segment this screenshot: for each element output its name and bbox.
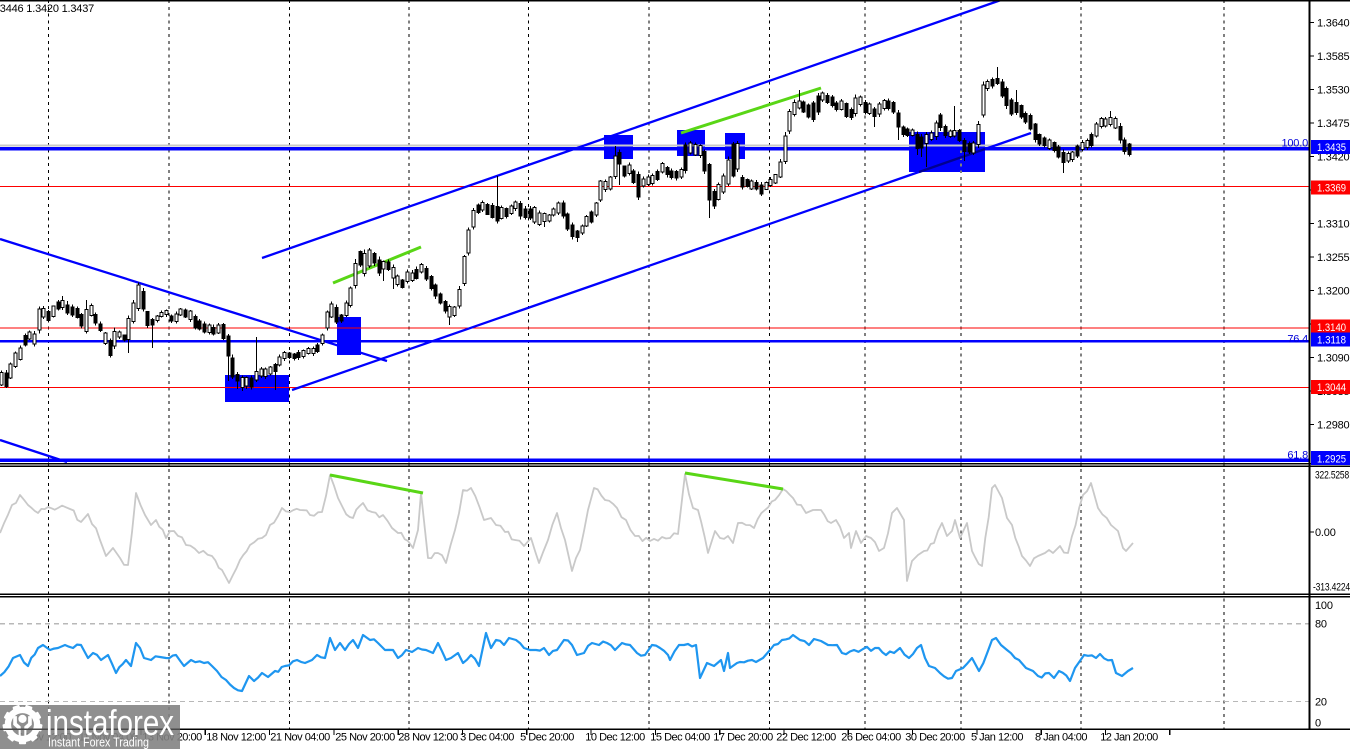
svg-text:0: 0 xyxy=(1315,717,1321,729)
svg-text:1.3420: 1.3420 xyxy=(1317,152,1350,164)
svg-text:1.3435: 1.3435 xyxy=(1317,142,1346,154)
svg-text:322.5258: 322.5258 xyxy=(1315,470,1349,482)
svg-text:28 Nov 12:00: 28 Nov 12:00 xyxy=(398,732,458,744)
svg-text:1.3640: 1.3640 xyxy=(1317,18,1350,30)
svg-text:instaforex: instaforex xyxy=(46,702,174,743)
svg-text:-313.4224: -313.4224 xyxy=(1313,582,1350,594)
svg-text:1.3475: 1.3475 xyxy=(1317,118,1350,130)
svg-text:1.3369: 1.3369 xyxy=(1317,183,1346,195)
svg-text:1.3044: 1.3044 xyxy=(1317,382,1346,394)
svg-text:15 Dec 04:00: 15 Dec 04:00 xyxy=(650,732,710,744)
svg-text:100.0: 100.0 xyxy=(1281,138,1308,150)
svg-text:25 Nov 20:00: 25 Nov 20:00 xyxy=(335,732,395,744)
svg-text:18 Nov 12:00: 18 Nov 12:00 xyxy=(206,732,266,744)
svg-text:30 Dec 20:00: 30 Dec 20:00 xyxy=(905,732,965,744)
svg-text:1.3530: 1.3530 xyxy=(1317,85,1350,97)
svg-text:10 Dec 12:00: 10 Dec 12:00 xyxy=(585,732,645,744)
svg-text:1.3090: 1.3090 xyxy=(1317,353,1350,365)
svg-text:Instant Forex Trading: Instant Forex Trading xyxy=(48,736,149,750)
svg-text:1.3310: 1.3310 xyxy=(1317,219,1350,231)
svg-text:20: 20 xyxy=(1315,697,1327,709)
svg-text:5 Jan 12:00: 5 Jan 12:00 xyxy=(971,732,1023,744)
svg-text:1.3255: 1.3255 xyxy=(1317,252,1350,264)
svg-text:0.00: 0.00 xyxy=(1315,527,1336,539)
svg-text:26 Dec 04:00: 26 Dec 04:00 xyxy=(841,732,901,744)
svg-text:17 Dec 20:00: 17 Dec 20:00 xyxy=(713,732,773,744)
svg-text:100: 100 xyxy=(1315,600,1333,612)
svg-text:1.3446 1.3420 1.3437: 1.3446 1.3420 1.3437 xyxy=(0,3,94,15)
svg-text:1.3200: 1.3200 xyxy=(1317,286,1350,298)
svg-text:3 Dec 04:00: 3 Dec 04:00 xyxy=(460,732,514,744)
svg-text:22 Dec 12:00: 22 Dec 12:00 xyxy=(776,732,836,744)
svg-text:5 Dec 20:00: 5 Dec 20:00 xyxy=(520,732,574,744)
svg-text:1.2980: 1.2980 xyxy=(1317,420,1350,432)
svg-text:80: 80 xyxy=(1315,619,1327,631)
svg-text:1.3140: 1.3140 xyxy=(1317,322,1346,334)
svg-text:12 Jan 20:00: 12 Jan 20:00 xyxy=(1100,732,1158,744)
svg-text:8 Jan 04:00: 8 Jan 04:00 xyxy=(1035,732,1087,744)
svg-text:76.4: 76.4 xyxy=(1287,334,1308,346)
svg-text:1.3118: 1.3118 xyxy=(1317,335,1346,347)
svg-text:1.3585: 1.3585 xyxy=(1317,51,1350,63)
svg-text:1.2925: 1.2925 xyxy=(1317,453,1346,465)
svg-text:21 Nov 04:00: 21 Nov 04:00 xyxy=(270,732,330,744)
svg-text:61.8: 61.8 xyxy=(1287,450,1308,462)
